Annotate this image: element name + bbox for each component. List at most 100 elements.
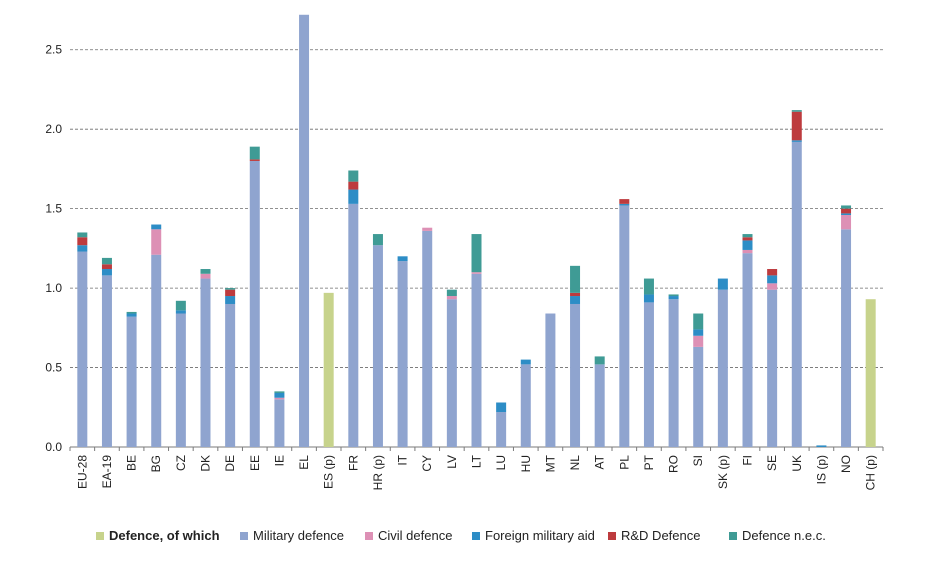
- x-tick-label: DE: [223, 455, 237, 472]
- bar-segment: [520, 359, 531, 365]
- bar-segment: [249, 160, 260, 448]
- y-tick-label: 1.5: [45, 202, 62, 216]
- bar-segment: [200, 273, 211, 279]
- x-tick-label: IS (p): [814, 455, 828, 484]
- bar-segment: [742, 237, 753, 241]
- x-tick-label: SE: [765, 455, 779, 471]
- bar-segment: [225, 296, 236, 304]
- x-tick-label: ES (p): [322, 455, 336, 489]
- bar-segment: [767, 275, 778, 284]
- bar-segment: [570, 292, 581, 297]
- bar-segment: [274, 397, 285, 400]
- x-tick-label: SK (p): [716, 455, 730, 489]
- bar-segment: [767, 289, 778, 447]
- x-tick-label: FI: [741, 455, 755, 466]
- legend-swatch: [96, 531, 104, 540]
- bar-segment: [791, 110, 802, 112]
- bar-segment: [348, 189, 359, 204]
- bar-segment: [717, 278, 728, 290]
- bar-segment: [175, 310, 186, 314]
- bar-segment: [791, 140, 802, 142]
- legend-item: Defence, of which: [96, 528, 220, 543]
- bar-segment: [643, 278, 654, 295]
- x-tick-label: CH (p): [864, 455, 878, 490]
- bar-segment: [348, 181, 359, 190]
- bar-segment: [249, 146, 260, 160]
- x-tick-label: HR (p): [371, 455, 385, 490]
- bar-segment: [841, 205, 852, 209]
- bar-segment: [225, 303, 236, 447]
- bar-segment: [742, 240, 753, 250]
- bar-segment: [249, 159, 260, 161]
- bar-segment: [594, 356, 605, 365]
- bar-segment: [643, 302, 654, 447]
- bar-segment: [274, 392, 285, 398]
- bar-segment: [126, 316, 137, 447]
- bar-segment: [594, 364, 605, 447]
- x-tick-label: LU: [494, 455, 508, 470]
- legend-item: Civil defence: [365, 528, 452, 543]
- bar-segment: [693, 329, 704, 336]
- legend-item: R&D Defence: [608, 528, 700, 543]
- bar-segment: [693, 346, 704, 447]
- bar-segment: [446, 299, 457, 447]
- bar-segment: [274, 391, 285, 393]
- bar-segment: [348, 203, 359, 447]
- bar-segment: [422, 227, 433, 231]
- bar-segment: [471, 273, 482, 447]
- bar-segment: [77, 232, 88, 238]
- bar-segment: [643, 294, 654, 303]
- bar-segment: [841, 214, 852, 230]
- bar-segment: [126, 313, 137, 317]
- bar-segment: [77, 251, 88, 447]
- bar-segment: [865, 299, 876, 447]
- bar-segment: [742, 234, 753, 238]
- legend-swatch: [729, 531, 737, 540]
- bar-segment: [200, 278, 211, 447]
- bar-segment: [841, 213, 852, 215]
- bar-segment: [742, 253, 753, 447]
- x-tick-label: LV: [445, 455, 459, 469]
- bar-segment: [496, 402, 507, 413]
- y-tick-label: 2.0: [45, 122, 62, 136]
- x-tick-label: PT: [642, 454, 656, 470]
- bar-segment: [225, 289, 236, 297]
- bar-segment: [791, 141, 802, 448]
- bar-segment: [570, 265, 581, 293]
- bar-segment: [545, 313, 556, 447]
- x-tick-label: BE: [125, 455, 139, 471]
- legend-label: Defence n.e.c.: [742, 528, 826, 543]
- x-tick-label: EL: [297, 455, 311, 470]
- x-tick-label: DK: [199, 455, 213, 472]
- bar-segment: [422, 230, 433, 447]
- bar-segment: [101, 264, 112, 270]
- bar-segment: [446, 289, 457, 297]
- x-tick-label: CY: [420, 455, 434, 472]
- legend-item: Military defence: [240, 528, 344, 543]
- legend-label: Foreign military aid: [485, 528, 595, 543]
- bar-segment: [619, 203, 630, 206]
- legend-item: Defence n.e.c.: [729, 528, 826, 543]
- bar-segment: [841, 208, 852, 214]
- bar-segment: [175, 300, 186, 311]
- x-tick-label: EU-28: [75, 455, 89, 489]
- x-tick-label: FR: [346, 455, 360, 471]
- bar-segment: [717, 289, 728, 447]
- bar-segment: [299, 14, 310, 447]
- y-tick-label: 0.5: [45, 361, 62, 375]
- bar-segment: [767, 269, 778, 276]
- bar-segment: [225, 288, 236, 290]
- legend-label: R&D Defence: [621, 528, 701, 543]
- y-axis: 0.0 0.5 1.0 1.5 2.0 2.5: [45, 43, 883, 454]
- x-tick-label: NO: [839, 455, 853, 473]
- bar-segment: [693, 313, 704, 330]
- bar-segment: [200, 269, 211, 274]
- legend-swatch: [240, 531, 248, 540]
- bar-segment: [668, 296, 679, 300]
- bar-segment: [101, 257, 112, 265]
- bar-segment: [348, 170, 359, 182]
- x-axis: EU-28 EA-19 BE BG CZ DK DE EE IE EL ES (p) FR HR (p)…: [69, 447, 884, 490]
- bar-segment: [570, 303, 581, 447]
- legend-swatch: [472, 531, 480, 540]
